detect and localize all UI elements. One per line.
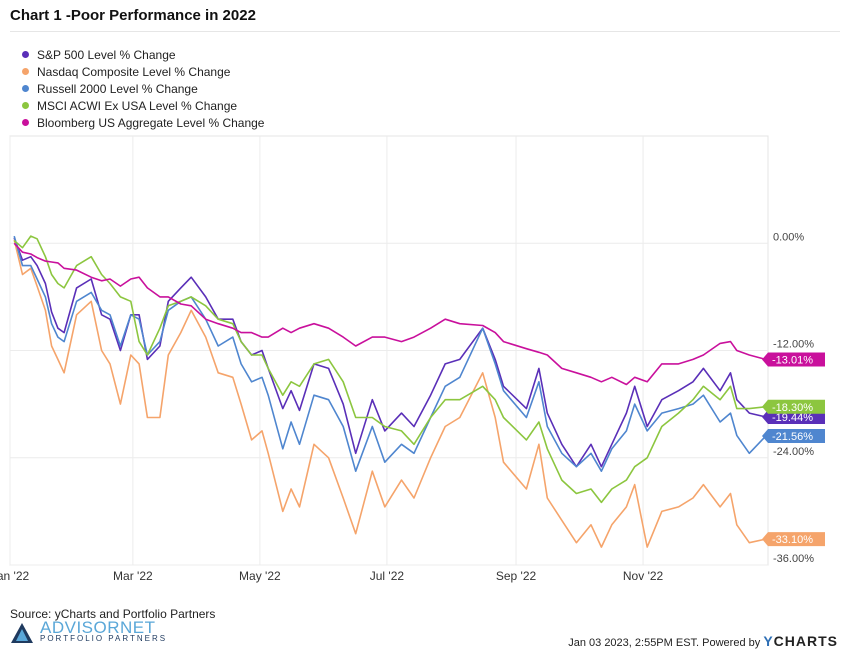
x-tick-label: Jul '22 bbox=[370, 569, 405, 583]
chart-legend: S&P 500 Level % Change Nasdaq Composite L… bbox=[22, 46, 264, 131]
brand-subtitle: PORTFOLIO PARTNERS bbox=[40, 634, 168, 643]
legend-swatch bbox=[22, 102, 29, 109]
end-value-label: -13.01% bbox=[762, 352, 825, 367]
chart-title: Chart 1 -Poor Performance in 2022 bbox=[10, 7, 256, 24]
brand-name-accent: NET bbox=[120, 618, 156, 637]
end-value-tag bbox=[762, 428, 825, 443]
series-line bbox=[13, 239, 767, 548]
brand-name-main: ADVISOR bbox=[40, 618, 121, 637]
legend-label: Nasdaq Composite Level % Change bbox=[37, 64, 231, 79]
end-value-text: -18.30% bbox=[772, 402, 813, 414]
end-value-label: -33.10% bbox=[762, 532, 825, 547]
x-tick-label: Jan '22 bbox=[0, 569, 29, 583]
end-value-text: -33.10% bbox=[772, 534, 813, 546]
y-tick-label: 0.00% bbox=[773, 231, 804, 243]
logo-triangle-icon bbox=[11, 623, 33, 643]
footer-attribution: Jan 03 2023, 2:55PM EST. Powered by YCHA… bbox=[568, 633, 838, 649]
title-divider bbox=[10, 31, 840, 32]
series-line bbox=[13, 237, 767, 468]
end-value-text: -19.44% bbox=[772, 412, 813, 424]
end-value-tag bbox=[762, 399, 825, 414]
x-tick-label: May '22 bbox=[239, 569, 281, 583]
end-value-label: -21.56% bbox=[762, 428, 825, 443]
legend-swatch bbox=[22, 119, 29, 126]
legend-label: S&P 500 Level % Change bbox=[37, 47, 176, 62]
source-note: Source: yCharts and Portfolio Partners bbox=[10, 607, 216, 621]
ycharts-logo-y: Y bbox=[763, 633, 774, 649]
legend-item: Bloomberg US Aggregate Level % Change bbox=[22, 114, 264, 131]
ycharts-logo: YCHARTS bbox=[763, 633, 838, 649]
x-tick-label: Mar '22 bbox=[113, 569, 153, 583]
legend-swatch bbox=[22, 68, 29, 75]
end-value-tag bbox=[762, 532, 825, 547]
end-value-label: -18.30% bbox=[762, 399, 825, 414]
legend-label: MSCI ACWI Ex USA Level % Change bbox=[37, 98, 238, 113]
series-line bbox=[13, 235, 767, 472]
line-chart: Jan '22 Mar '22 May '22 Jul '22 Sep '22 Nov '… bbox=[0, 135, 825, 583]
legend-item: Nasdaq Composite Level % Change bbox=[22, 63, 264, 80]
x-tick-label: Sep '22 bbox=[496, 569, 537, 583]
end-value-text: -13.01% bbox=[772, 355, 813, 367]
legend-item: MSCI ACWI Ex USA Level % Change bbox=[22, 97, 264, 114]
end-value-tag bbox=[762, 352, 825, 367]
legend-item: S&P 500 Level % Change bbox=[22, 46, 264, 63]
legend-item: Russell 2000 Level % Change bbox=[22, 80, 264, 97]
legend-swatch bbox=[22, 85, 29, 92]
y-tick-label: -12.00% bbox=[773, 339, 814, 351]
y-tick-label: -24.00% bbox=[773, 446, 814, 458]
series-line bbox=[13, 242, 767, 386]
legend-label: Bloomberg US Aggregate Level % Change bbox=[37, 115, 265, 130]
legend-swatch bbox=[22, 51, 29, 58]
series-line bbox=[13, 235, 766, 504]
advisornet-logo: ADVISORNET PORTFOLIO PARTNERS bbox=[10, 619, 168, 644]
footer-timestamp: Jan 03 2023, 2:55PM EST. Powered by bbox=[568, 637, 761, 649]
x-tick-label: Nov '22 bbox=[623, 569, 664, 583]
legend-label: Russell 2000 Level % Change bbox=[37, 81, 198, 96]
ycharts-logo-rest: CHARTS bbox=[773, 633, 838, 649]
y-tick-label: -36.00% bbox=[773, 553, 814, 565]
end-value-text: -21.56% bbox=[772, 431, 813, 443]
